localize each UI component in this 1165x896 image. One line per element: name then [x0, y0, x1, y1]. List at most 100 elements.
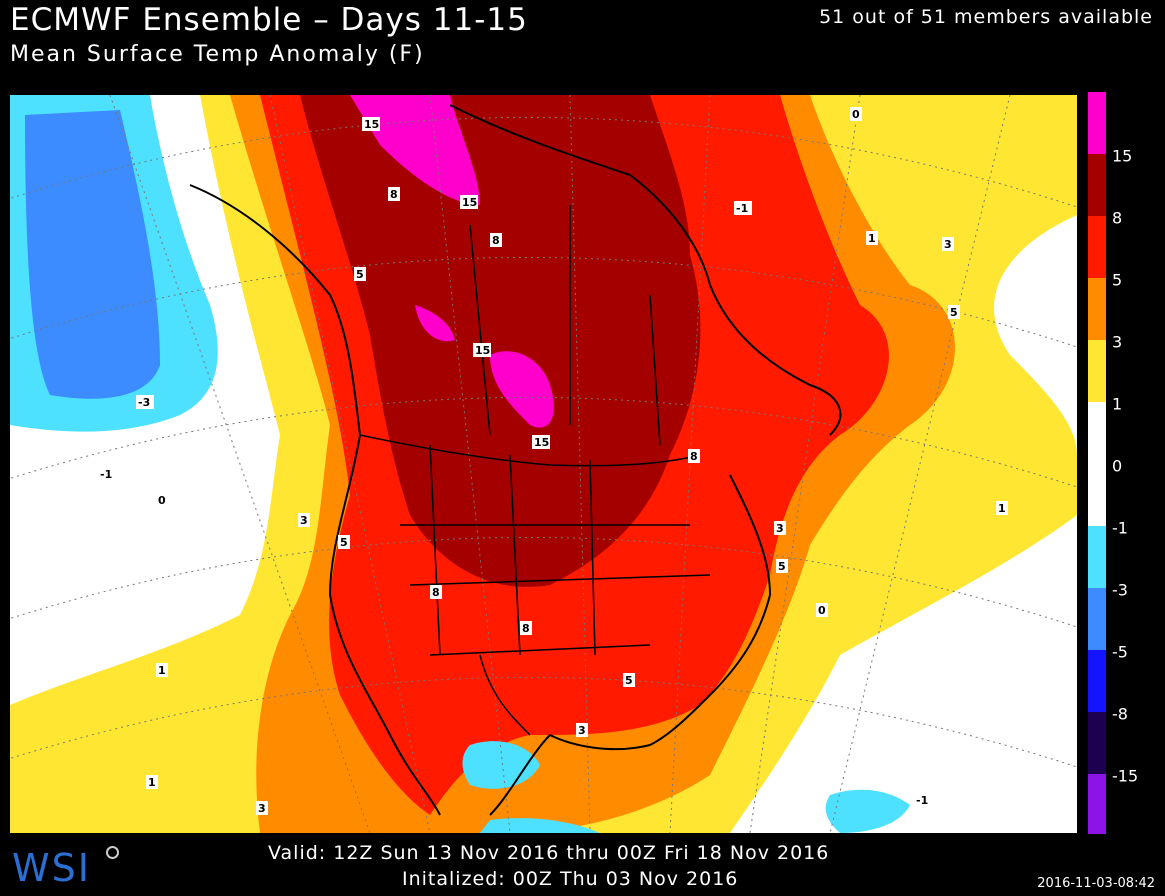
legend-label: 0	[1112, 456, 1123, 476]
contour-label: 8	[520, 621, 532, 635]
contour-label: 5	[623, 673, 635, 687]
contour-label: 15	[362, 117, 380, 131]
legend-swatch	[1088, 650, 1106, 712]
contour-label-text: 1	[148, 776, 156, 789]
contour-label: 3	[942, 237, 954, 251]
contour-label: 1	[146, 775, 158, 789]
valid-period: Valid: 12Z Sun 13 Nov 2016 thru 00Z Fri …	[268, 842, 830, 864]
initialized-time: Initalized: 00Z Thu 03 Nov 2016	[402, 868, 739, 890]
contour-label: 15	[473, 343, 491, 357]
contour-label-text: 5	[356, 268, 364, 281]
contour-label-text: 8	[492, 234, 500, 247]
legend-swatch	[1088, 278, 1106, 340]
contour-label-text: 3	[258, 802, 266, 815]
contour-label-text: 8	[432, 586, 440, 599]
legend-label: 15	[1112, 146, 1133, 166]
contour-label: 1	[996, 501, 1008, 515]
legend-swatch	[1088, 464, 1106, 526]
contour-label: 0	[156, 493, 168, 507]
contour-label: 3	[576, 723, 588, 737]
contour-label-text: 8	[690, 450, 698, 463]
contour-label: -3	[136, 395, 154, 409]
legend-swatch	[1088, 712, 1106, 774]
political-boundaries	[359, 205, 711, 736]
legend-label: 8	[1112, 208, 1123, 228]
legend-label: -5	[1112, 642, 1128, 662]
contour-label: 15	[532, 435, 550, 449]
legend-label: -3	[1112, 580, 1128, 600]
contour-label-text: 1	[998, 502, 1006, 515]
contour-label-text: 0	[852, 108, 860, 121]
contour-label-text: 8	[390, 188, 398, 201]
contour-label: 5	[948, 305, 960, 319]
legend-label: 3	[1112, 332, 1123, 352]
contour-label: 1	[156, 663, 168, 677]
legend-label: 1	[1112, 394, 1123, 414]
contour-label: -1	[98, 467, 116, 481]
mexico-cold-area	[462, 741, 540, 789]
legend-swatch	[1088, 216, 1106, 278]
extreme-warm-area-north	[350, 95, 480, 205]
wsi-logo: WSI	[12, 846, 91, 890]
pacific-colder-area	[25, 110, 160, 399]
contour-label: 3	[256, 801, 268, 815]
legend-label: -8	[1112, 704, 1128, 724]
generation-timestamp: 2016-11-03-08:42	[1037, 876, 1155, 891]
contour-label-text: 3	[776, 522, 784, 535]
legend-label: -1	[1112, 518, 1128, 538]
coastlines	[189, 104, 842, 816]
contour-label-text: -1	[916, 794, 928, 807]
legend-swatch	[1088, 340, 1106, 402]
contour-label: 5	[776, 559, 788, 573]
color-legend	[1088, 92, 1106, 834]
contour-label: 0	[850, 107, 862, 121]
contour-label-text: 5	[340, 536, 348, 549]
contour-label-text: 5	[625, 674, 633, 687]
contour-label-text: 3	[578, 724, 586, 737]
contour-label-text: 15	[534, 436, 549, 449]
contour-label: 15	[460, 195, 478, 209]
legend-swatch	[1088, 588, 1106, 650]
contour-label: -1	[914, 793, 932, 807]
contour-label-text: 5	[950, 306, 958, 319]
contour-label-text: 3	[300, 514, 308, 527]
contour-label-text: 15	[475, 344, 490, 357]
caribbean-cold-area	[825, 789, 910, 833]
contour-label-text: 5	[778, 560, 786, 573]
warm-darkred-area	[300, 95, 701, 587]
contour-label-text: 15	[364, 118, 379, 131]
legend-swatch	[1088, 92, 1106, 154]
legend-swatch	[1088, 154, 1106, 216]
contour-label-text: 0	[818, 604, 826, 617]
contour-label-text: 1	[158, 664, 166, 677]
anomaly-map-svg: 15 15 15 15 8 8 8 8 8 5 5 5 5 5 3 3 3 3 …	[10, 95, 1077, 833]
legend-swatch	[1088, 526, 1106, 588]
graticule	[10, 95, 1077, 833]
contour-label-layer: 15 15 15 15 8 8 8 8 8 5 5 5 5 5 3 3 3 3 …	[98, 107, 1008, 815]
extreme-warm-area-central	[490, 351, 554, 428]
contour-label: 1	[866, 231, 878, 245]
legend-swatch	[1088, 774, 1106, 834]
contour-label-text: 1	[868, 232, 876, 245]
contour-label-text: 8	[522, 622, 530, 635]
contour-label: 5	[338, 535, 350, 549]
contour-label: 8	[388, 187, 400, 201]
contour-label: 8	[430, 585, 442, 599]
legend-swatch	[1088, 402, 1106, 464]
contour-label-text: 15	[462, 196, 477, 209]
members-available: 51 out of 51 members available	[819, 6, 1153, 28]
legend-label: 5	[1112, 270, 1123, 290]
extreme-warm-area-west	[415, 305, 455, 342]
anomaly-map: 15 15 15 15 8 8 8 8 8 5 5 5 5 5 3 3 3 3 …	[10, 95, 1077, 833]
contour-label: 0	[816, 603, 828, 617]
contour-label-text: -1	[100, 468, 112, 481]
contour-label-text: 3	[944, 238, 952, 251]
contour-label-text: -3	[138, 396, 150, 409]
contour-label: -1	[734, 201, 752, 215]
contour-label: 8	[490, 233, 502, 247]
contour-label-text: 0	[158, 494, 166, 507]
contour-label: 3	[298, 513, 310, 527]
contour-label: 5	[354, 267, 366, 281]
wsi-logo-ring-icon	[106, 846, 119, 859]
legend-label: -15	[1112, 766, 1139, 786]
